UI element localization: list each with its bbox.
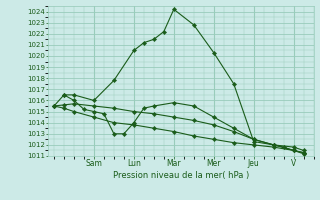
- X-axis label: Pression niveau de la mer( hPa ): Pression niveau de la mer( hPa ): [113, 171, 249, 180]
